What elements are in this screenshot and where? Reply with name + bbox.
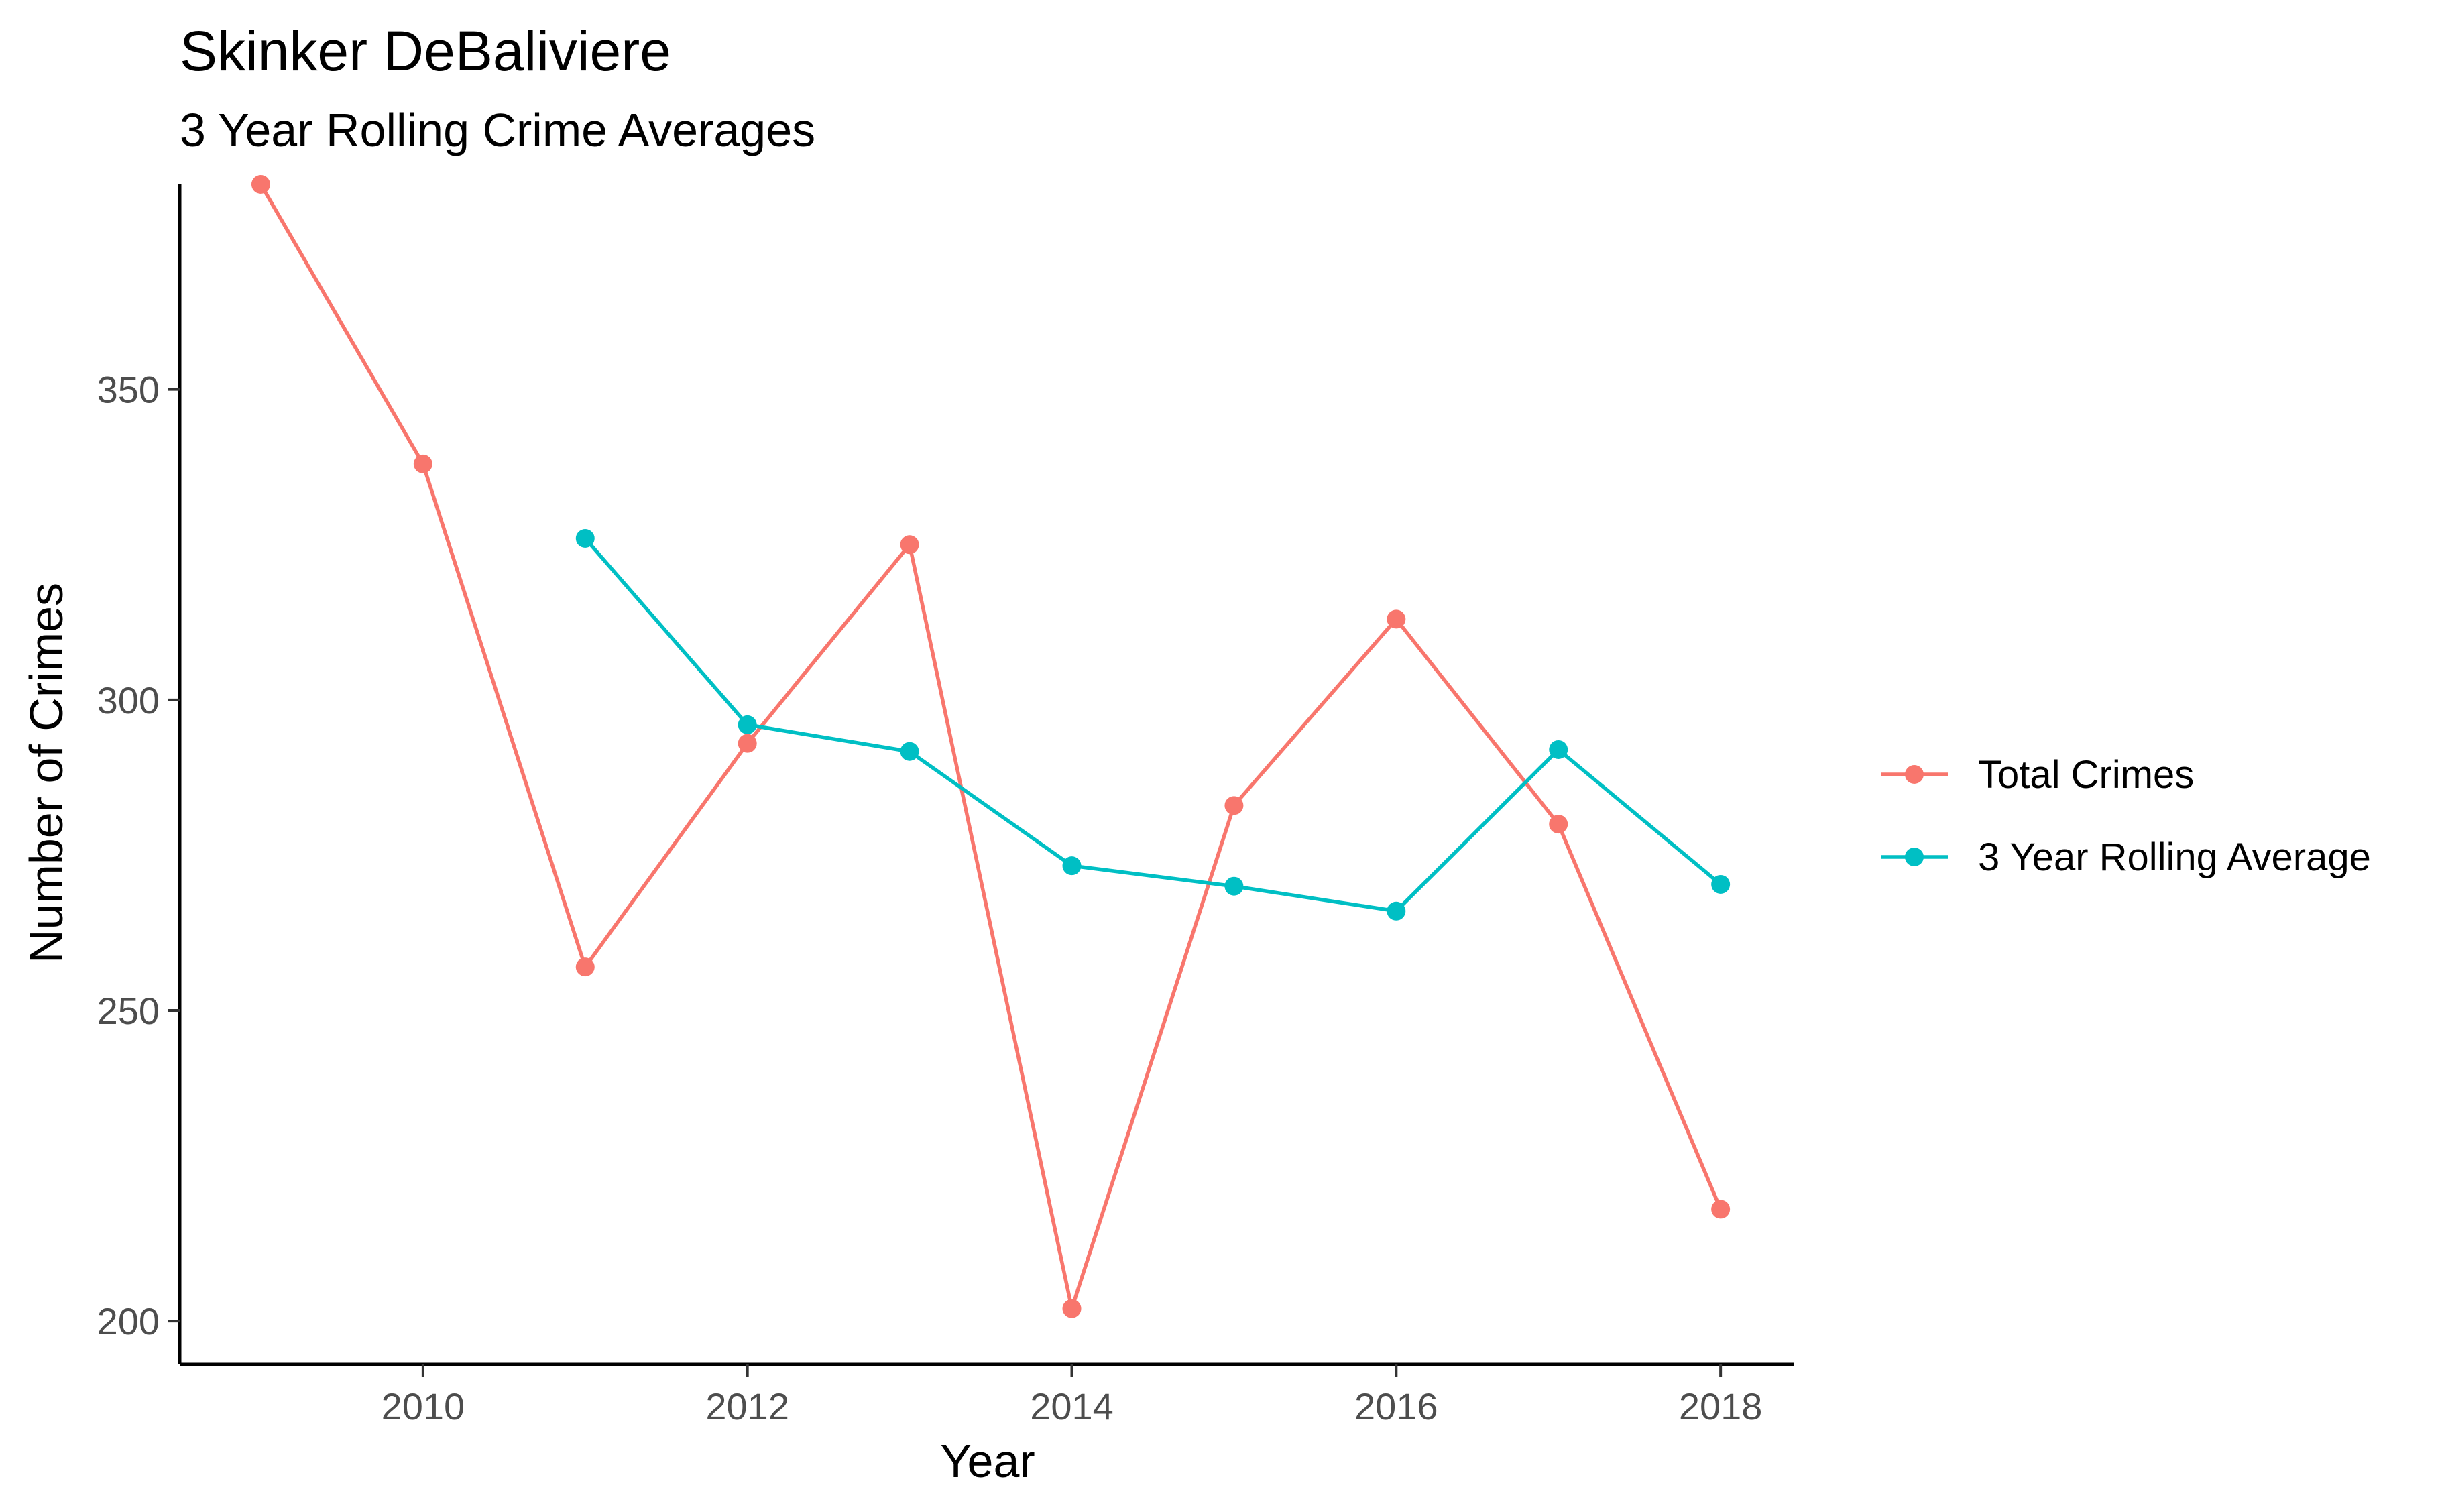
legend-label: 3 Year Rolling Average bbox=[1978, 835, 2371, 879]
series-1-point bbox=[1711, 1200, 1731, 1219]
series-1-point bbox=[1224, 796, 1244, 815]
series-2-point bbox=[1387, 901, 1406, 921]
plot-area bbox=[251, 175, 1731, 1318]
series-2-point bbox=[738, 715, 757, 734]
series-2-point bbox=[1224, 876, 1244, 896]
series-1-point bbox=[575, 957, 595, 977]
series-1-point bbox=[413, 454, 432, 473]
legend-label: Total Crimes bbox=[1978, 753, 2194, 797]
series-1-point bbox=[1387, 609, 1406, 629]
series-2-point bbox=[1711, 874, 1731, 894]
x-tick-label: 2014 bbox=[1030, 1385, 1114, 1428]
series-2-point bbox=[1549, 740, 1568, 759]
x-tick-label: 2016 bbox=[1354, 1385, 1438, 1428]
y-tick-label: 250 bbox=[97, 990, 160, 1032]
series-2-point bbox=[575, 529, 595, 548]
series-1-point bbox=[1062, 1299, 1082, 1318]
y-tick-label: 350 bbox=[97, 369, 160, 411]
legend: Total Crimes 3 Year Rolling Average bbox=[1881, 753, 2371, 879]
series-1-point bbox=[738, 734, 757, 753]
chart-title: Skinker DeBaliviere bbox=[180, 19, 671, 82]
legend-key-point bbox=[1905, 765, 1924, 784]
y-axis-title: Number of Crimes bbox=[20, 583, 72, 964]
y-tick-label: 300 bbox=[97, 679, 160, 721]
x-axis-title: Year bbox=[940, 1435, 1035, 1487]
legend-key-point bbox=[1905, 848, 1924, 866]
series-line-2 bbox=[583, 537, 1722, 913]
series-1-point bbox=[251, 175, 270, 194]
series-1-point bbox=[900, 535, 919, 555]
series-2-point bbox=[1062, 856, 1082, 876]
chart-subtitle: 3 Year Rolling Crime Averages bbox=[180, 104, 815, 156]
series-line-1 bbox=[259, 183, 1723, 1311]
series-2-point bbox=[900, 742, 919, 761]
y-tick-label: 200 bbox=[97, 1300, 160, 1342]
x-tick-label: 2010 bbox=[382, 1385, 465, 1428]
x-tick-label: 2012 bbox=[705, 1385, 789, 1428]
series-1-point bbox=[1549, 815, 1568, 834]
axes: 200 250 300 350 2010 2012 2014 2016 2018 bbox=[97, 184, 1794, 1428]
x-tick-label: 2018 bbox=[1679, 1385, 1763, 1428]
